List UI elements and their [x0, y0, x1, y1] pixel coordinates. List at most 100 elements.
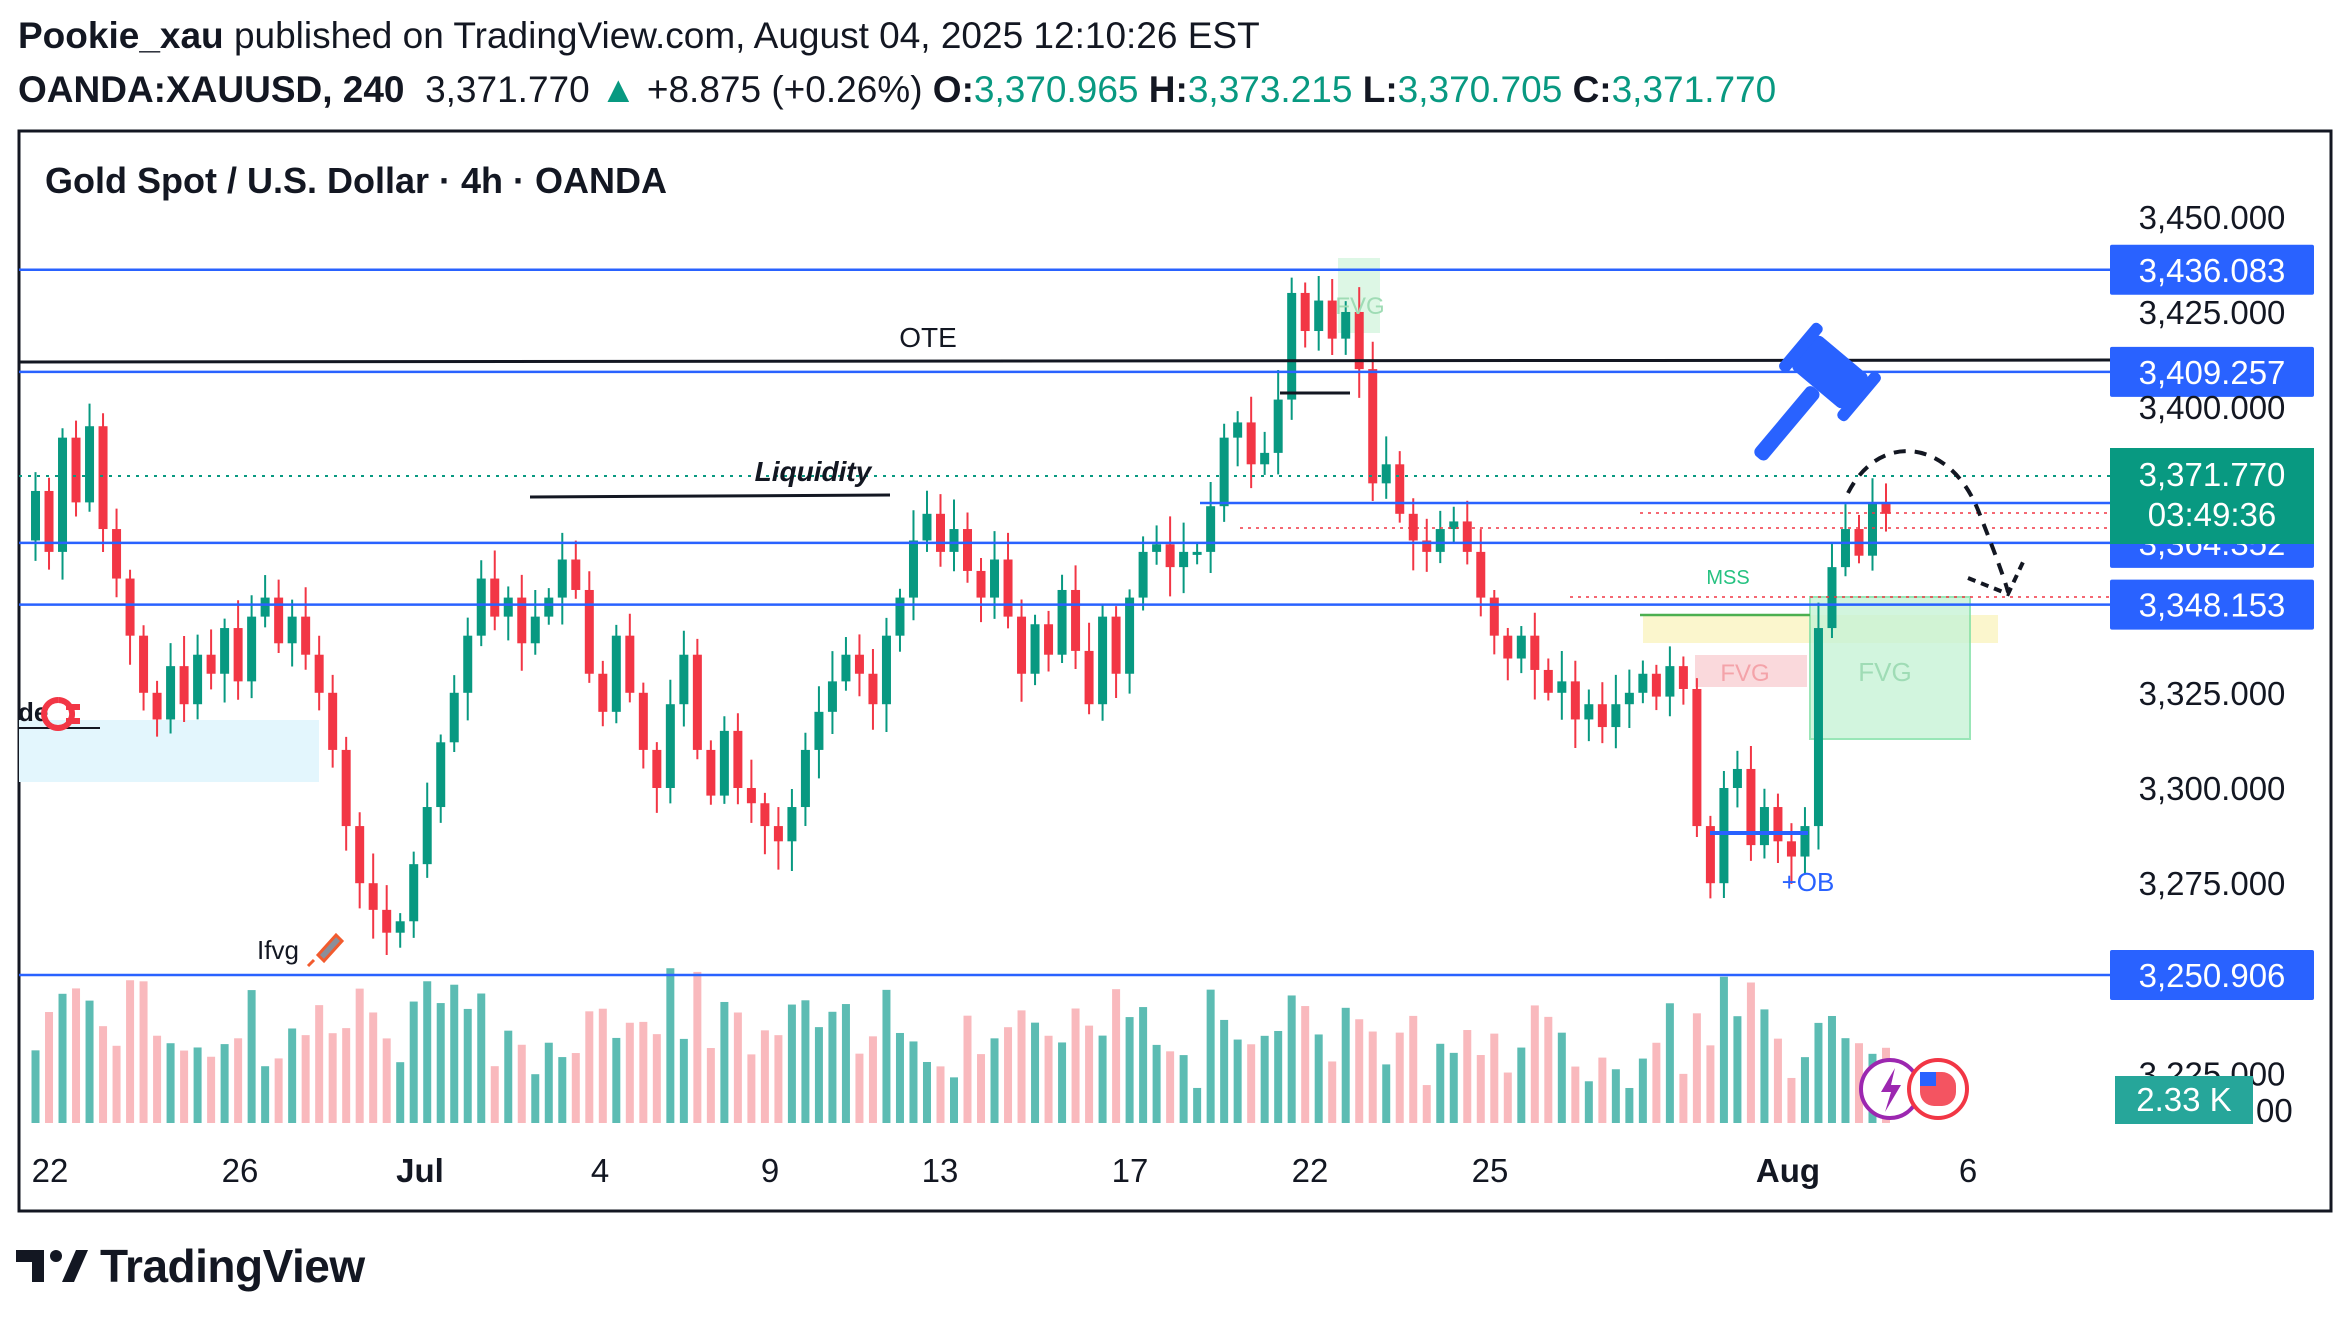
volume-bar [1422, 1085, 1431, 1123]
magnet-icon [41, 697, 80, 731]
volume-bar [1409, 1015, 1418, 1123]
volume-bar [369, 1012, 378, 1123]
volume-bar [977, 1054, 986, 1123]
candle-body [990, 559, 1000, 598]
time-tick-label: 13 [922, 1152, 959, 1189]
volume-bar [1463, 1030, 1472, 1123]
volume-bar [72, 988, 81, 1123]
volume-bar [1166, 1051, 1175, 1123]
candle-body [58, 437, 68, 552]
candle-body [679, 654, 689, 705]
candle-body [449, 692, 459, 743]
volume-bar [504, 1030, 513, 1123]
candle-body [1260, 452, 1270, 465]
volume-bar [450, 984, 459, 1123]
candle-body [733, 730, 743, 788]
candle-body [665, 704, 675, 788]
mss-label: MSS [1706, 567, 1749, 589]
candle-body [692, 654, 702, 750]
candle-body [1732, 768, 1742, 788]
candle-body [1435, 529, 1445, 552]
symbol-label[interactable]: OANDA:XAUUSD, 240 [18, 69, 405, 110]
volume-bar [895, 1032, 904, 1123]
volume-bar [99, 1026, 108, 1123]
candle-body [98, 426, 108, 530]
price-tick-label: 3,400.000 [2139, 389, 2286, 426]
fvg-label-red: FVG [1720, 660, 1769, 687]
chart-header: Pookie_xau published on TradingView.com,… [18, 8, 2318, 116]
tradingview-logo[interactable]: TradingView [16, 1236, 365, 1296]
current-price-label-bg [2110, 448, 2314, 544]
candle-body [233, 628, 243, 682]
volume-bar [1382, 1064, 1391, 1123]
volume-bar [1301, 1006, 1310, 1123]
candle-body [841, 654, 851, 682]
candle-body [1273, 399, 1283, 453]
lightning-glyph [1881, 1068, 1901, 1112]
volume-bar [585, 1011, 594, 1123]
volume-bar [963, 1015, 972, 1123]
volume-bar [571, 1053, 580, 1123]
candle-body [1003, 559, 1013, 617]
candle-body [1341, 311, 1351, 339]
author-name[interactable]: Pookie_xau [18, 15, 224, 56]
volume-bar [1368, 1031, 1377, 1123]
volume-bar [1436, 1043, 1445, 1123]
volume-bar [1476, 1055, 1485, 1123]
volume-bar [85, 1000, 94, 1123]
volume-bar [1314, 1034, 1323, 1123]
time-tick-label: 22 [1292, 1152, 1329, 1189]
volume-bar [1638, 1058, 1647, 1123]
time-tick-label: Aug [1756, 1152, 1820, 1189]
volume-bar [909, 1041, 918, 1123]
volume-bar [1503, 1072, 1512, 1123]
candle-body [773, 826, 783, 842]
candle-body [908, 540, 918, 598]
candle-body [1152, 544, 1162, 552]
volume-bar [828, 1011, 837, 1123]
candle-body [1759, 807, 1769, 846]
volume-bar [1044, 1035, 1053, 1123]
candle-body [1786, 841, 1796, 857]
close-label: C: [1572, 69, 1612, 110]
candle-body [963, 529, 973, 571]
volume-bar [882, 989, 891, 1123]
candle-body [1611, 704, 1621, 728]
volume-bar [1760, 1009, 1769, 1123]
volume-bar [1233, 1039, 1242, 1123]
volume-bar [1247, 1044, 1256, 1123]
last-price: 3,371.770 [425, 69, 590, 110]
volume-bar [301, 1035, 310, 1123]
candle-body [85, 426, 95, 503]
candle-body [1300, 292, 1310, 332]
volume-bar [936, 1066, 945, 1123]
volume-bar [1355, 1019, 1364, 1123]
volume-bar [180, 1050, 189, 1123]
volume-bar [652, 1034, 661, 1123]
volume-bar [153, 1035, 162, 1123]
candle-body [935, 513, 945, 552]
volume-bar [1746, 982, 1755, 1123]
price-axis[interactable]: 3,225.0003,275.0003,300.0003,325.0003,40… [2139, 199, 2293, 1129]
fvg-label-top: FVG [1335, 293, 1384, 320]
volume-bar [760, 1030, 769, 1123]
volume-bar [1112, 989, 1121, 1123]
volume-bar [1625, 1087, 1634, 1123]
time-tick-label: Jul [396, 1152, 444, 1189]
candle-body [854, 654, 864, 674]
volume-bar [774, 1035, 783, 1123]
candle-body [1624, 692, 1634, 705]
candle-body [1881, 502, 1891, 514]
candle-body [1314, 300, 1324, 332]
time-axis[interactable]: 22 26 Jul 4 9 13 17 22 25 Aug 6 [32, 1152, 1978, 1189]
candle-body [166, 666, 176, 720]
candle-body [1584, 704, 1594, 720]
volume-bar [868, 1036, 877, 1123]
rocket-icon [306, 932, 345, 968]
volume-bar [1652, 1042, 1661, 1123]
candle-body [112, 529, 122, 579]
candle-body [247, 616, 257, 682]
candle-body [544, 597, 554, 617]
volume-bar [733, 1012, 742, 1123]
